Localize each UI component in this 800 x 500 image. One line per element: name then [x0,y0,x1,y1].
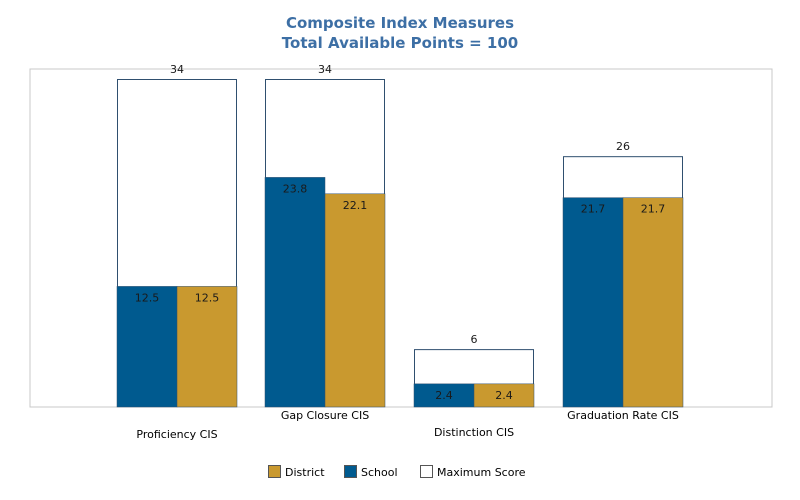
max-score-label: 26 [616,140,630,153]
chart-title: Composite Index Measures [286,14,514,32]
school-bar [562,197,624,408]
category-label: Gap Closure CIS [281,409,369,422]
school-bar [264,177,326,408]
category-label: Distinction CIS [434,426,514,439]
legend-swatch [344,465,357,478]
legend-label: School [361,466,398,479]
district-bar [473,383,535,408]
school-value-label: 12.5 [135,291,160,304]
plot-frame [29,68,773,408]
school-value-label: 2.4 [435,389,453,402]
category-label: Graduation Rate CIS [567,409,679,422]
max-score-label: 34 [318,63,332,76]
legend: District School Maximum Score [268,465,526,479]
legend-label: Maximum Score [437,466,526,479]
district-bar [324,193,386,408]
legend-label: District [285,466,325,479]
school-bar [116,286,178,408]
max-score-label: 34 [170,63,184,76]
district-value-label: 2.4 [495,389,513,402]
district-value-label: 21.7 [641,203,666,216]
bars-layer: 34 12.5 12.5 Proficiency CIS 34 23.8 22.1 Gap C… [116,63,684,441]
district-bar [622,197,684,408]
school-value-label: 21.7 [581,203,606,216]
district-value-label: 12.5 [195,291,220,304]
chart-subtitle: Total Available Points = 100 [282,34,518,52]
district-value-label: 22.1 [343,199,368,212]
legend-swatch [420,465,433,478]
max-score-label: 6 [471,333,478,346]
category-label: Proficiency CIS [136,428,217,441]
legend-swatch [268,465,281,478]
district-bar [176,286,238,408]
school-value-label: 23.8 [283,182,308,195]
